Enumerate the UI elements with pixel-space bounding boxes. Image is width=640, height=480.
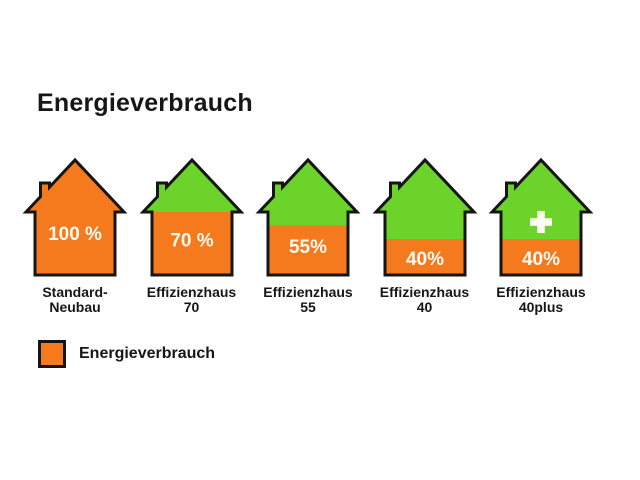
house-label-effizienzhaus-55: Effizienzhaus 55: [263, 284, 353, 315]
energy-fill: [384, 239, 465, 275]
house-pictogram: 40%: [372, 157, 477, 277]
house-effizienzhaus-40: 40% Effizienzhaus 40: [372, 157, 477, 338]
percent-label: 55%: [289, 237, 327, 258]
chart-title: Energieverbrauch: [37, 89, 253, 117]
house-standard-neubau: 100 % Standard- Neubau: [22, 157, 128, 338]
legend-label: Energieverbrauch: [79, 345, 216, 362]
house-silhouette: [26, 160, 124, 275]
house-outline: [488, 157, 594, 277]
house-outline: [255, 157, 361, 277]
house-label-standard-neubau: Standard- Neubau: [42, 284, 108, 315]
house-outline: [139, 157, 244, 277]
house-effizienzhaus-40plus: 40% Effizienzhaus 40plus: [488, 157, 594, 338]
percent-label: 40%: [522, 249, 560, 270]
percent-label: 100 %: [48, 224, 102, 245]
house-pictogram: 100 %: [22, 157, 128, 277]
house-label-effizienzhaus-70: Effizienzhaus 70: [146, 284, 237, 315]
percent-label: 40%: [405, 249, 443, 270]
legend-swatch-energieverbrauch: [38, 340, 66, 368]
house-label-effizienzhaus-40: Effizienzhaus 40: [379, 284, 470, 315]
energy-fill: [151, 212, 232, 275]
legend: Energieverbrauch: [38, 340, 215, 368]
house-outline: [372, 157, 477, 277]
house-label-effizienzhaus-40plus: Effizienzhaus 40plus: [496, 284, 586, 315]
house-pictogram: 40%: [488, 157, 594, 277]
percent-label: 70 %: [170, 231, 213, 252]
house-pictogram: 70 %: [139, 157, 244, 277]
house-outline: [22, 157, 128, 277]
house-effizienzhaus-55: 55% Effizienzhaus 55: [255, 157, 361, 338]
energy-fill: [268, 225, 348, 275]
plus-icon: [530, 211, 552, 233]
house-effizienzhaus-70: 70 % Effizienzhaus 70: [139, 157, 244, 338]
energy-fill: [501, 239, 581, 275]
house-pictogram: 55%: [255, 157, 361, 277]
